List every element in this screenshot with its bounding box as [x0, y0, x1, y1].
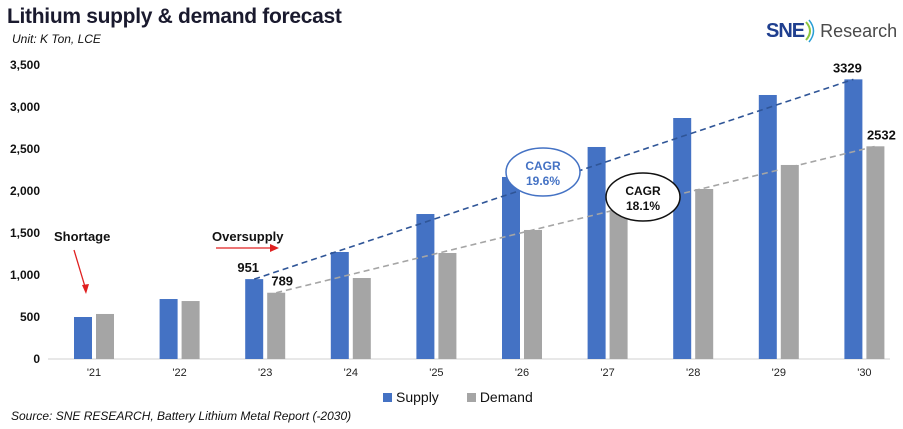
legend: Supply Demand: [383, 389, 533, 405]
bar-supply: [587, 146, 606, 359]
bar-demand: [524, 229, 542, 359]
shortage-arrow: [73, 249, 87, 291]
legend-swatch-demand: [466, 393, 476, 402]
bar-supply: [416, 214, 435, 359]
y-tick-label: 3,000: [10, 100, 40, 114]
trend-line-demand: [276, 145, 876, 294]
bar-supply: [844, 79, 863, 359]
legend-label-supply: Supply: [396, 389, 439, 405]
oversupply-label: Oversupply: [212, 229, 284, 244]
bar-supply: [159, 299, 178, 359]
y-tick-label: 1,000: [10, 268, 40, 282]
x-tick-label: '26: [515, 367, 529, 379]
y-tick-label: 500: [20, 310, 40, 324]
sne-research-logo: SNE Research: [766, 19, 897, 43]
bar-supply: [758, 94, 777, 359]
y-tick-label: 1,500: [10, 226, 40, 240]
logo-arc-icon: [805, 19, 815, 43]
legend-item-demand: Demand: [466, 389, 533, 405]
cagr-supply-value: 19.6%: [526, 174, 560, 188]
y-tick-label: 0: [33, 352, 40, 366]
logo-secondary-text: Research: [820, 20, 898, 41]
bar-demand: [267, 292, 286, 359]
unit-label: Unit: K Ton, LCE: [12, 32, 101, 46]
chart-title: Lithium supply & demand forecast: [7, 5, 342, 28]
bar-demand: [780, 164, 799, 359]
bar-demand: [438, 252, 457, 359]
x-tick-label: '25: [429, 367, 443, 379]
x-tick-label: '29: [772, 367, 786, 379]
data-label: 789: [271, 274, 293, 289]
legend-label-demand: Demand: [479, 389, 533, 405]
data-label: 3329: [833, 60, 862, 75]
x-tick-label: '28: [686, 367, 700, 379]
bar-supply: [673, 118, 692, 359]
data-label: 951: [237, 260, 259, 275]
bar-demand: [609, 209, 628, 359]
logo-main-text: SNE: [766, 19, 805, 42]
bar-supply: [330, 251, 349, 359]
legend-item-supply: Supply: [383, 389, 439, 405]
shortage-label: Shortage: [54, 229, 110, 244]
cagr-supply-bubble: [505, 147, 581, 197]
bar-demand: [695, 188, 714, 359]
x-tick-label: '27: [600, 367, 614, 379]
oversupply-arrowhead: [270, 244, 279, 252]
y-tick-label: 2,000: [10, 184, 40, 198]
bar-supply: [502, 176, 520, 359]
cagr-supply-label: CAGR: [525, 159, 561, 173]
bar-demand: [181, 301, 200, 359]
legend-swatch-supply: [383, 393, 392, 402]
bar-demand: [352, 278, 371, 359]
cagr-demand-value: 18.1%: [626, 199, 660, 213]
bar-demand: [96, 313, 114, 359]
x-tick-label: '23: [258, 367, 272, 379]
y-tick-label: 3,500: [10, 58, 40, 72]
bar-demand: [866, 146, 885, 359]
cagr-demand-label: CAGR: [625, 184, 661, 198]
x-tick-label: '30: [857, 367, 871, 379]
cagr-demand-bubble: [605, 172, 681, 222]
source-note: Source: SNE RESEARCH, Battery Lithium Me…: [11, 409, 352, 423]
y-tick-label: 2,500: [10, 142, 40, 156]
shortage-arrowhead: [82, 284, 89, 294]
x-tick-label: '21: [87, 367, 101, 379]
bar-supply: [74, 317, 92, 359]
x-tick-label: '24: [344, 367, 358, 379]
bar-supply: [245, 279, 264, 359]
x-tick-label: '22: [172, 367, 186, 379]
data-label: 2532: [867, 127, 896, 142]
